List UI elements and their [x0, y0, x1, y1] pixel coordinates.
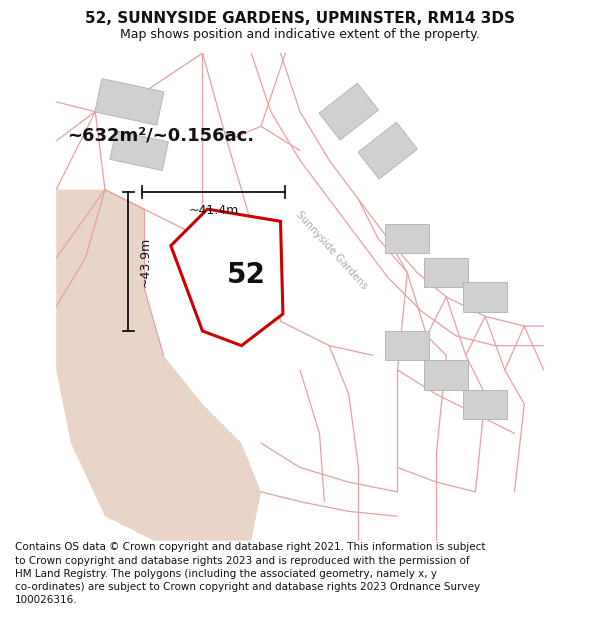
- Bar: [95, 79, 164, 125]
- Text: Map shows position and indicative extent of the property.: Map shows position and indicative extent…: [120, 28, 480, 41]
- Bar: [463, 282, 507, 311]
- Text: 52: 52: [227, 261, 266, 289]
- Bar: [463, 389, 507, 419]
- Bar: [358, 122, 418, 179]
- Text: 52, SUNNYSIDE GARDENS, UPMINSTER, RM14 3DS: 52, SUNNYSIDE GARDENS, UPMINSTER, RM14 3…: [85, 11, 515, 26]
- Bar: [224, 236, 278, 289]
- Bar: [424, 360, 468, 389]
- Bar: [385, 331, 429, 360]
- Bar: [319, 83, 379, 140]
- Text: ~43.9m: ~43.9m: [139, 236, 152, 287]
- Bar: [110, 131, 169, 171]
- Bar: [385, 224, 429, 253]
- Text: Contains OS data © Crown copyright and database right 2021. This information is : Contains OS data © Crown copyright and d…: [15, 542, 485, 605]
- Polygon shape: [56, 189, 261, 541]
- Text: Sunnyside Gardens: Sunnyside Gardens: [294, 209, 369, 291]
- Bar: [424, 258, 468, 287]
- Polygon shape: [171, 209, 283, 346]
- Text: ~632m²/~0.156ac.: ~632m²/~0.156ac.: [67, 127, 254, 145]
- Text: ~41.4m: ~41.4m: [188, 204, 239, 217]
